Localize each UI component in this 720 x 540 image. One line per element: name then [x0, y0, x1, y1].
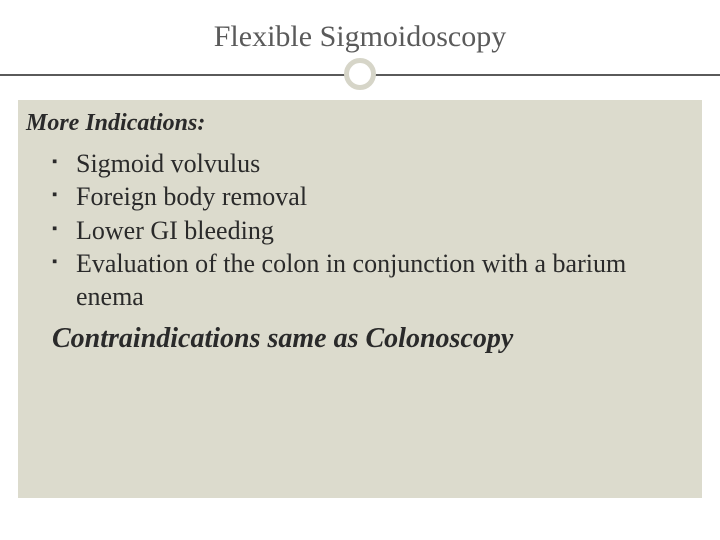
list-item: Sigmoid volvulus	[52, 147, 702, 180]
content-box: More Indications: Sigmoid volvulus Forei…	[18, 100, 702, 498]
bullet-list: Sigmoid volvulus Foreign body removal Lo…	[18, 147, 702, 313]
list-item: Lower GI bleeding	[52, 214, 702, 247]
subheading: More Indications:	[18, 110, 702, 137]
slide-title: Flexible Sigmoidoscopy	[214, 20, 507, 54]
slide-container: Flexible Sigmoidoscopy More Indications:…	[0, 0, 720, 540]
circle-decoration-icon	[344, 58, 376, 90]
closing-text: Contraindications same as Colonoscopy	[18, 321, 702, 356]
list-item: Foreign body removal	[52, 180, 702, 213]
list-item: Evaluation of the colon in conjunction w…	[52, 247, 702, 314]
